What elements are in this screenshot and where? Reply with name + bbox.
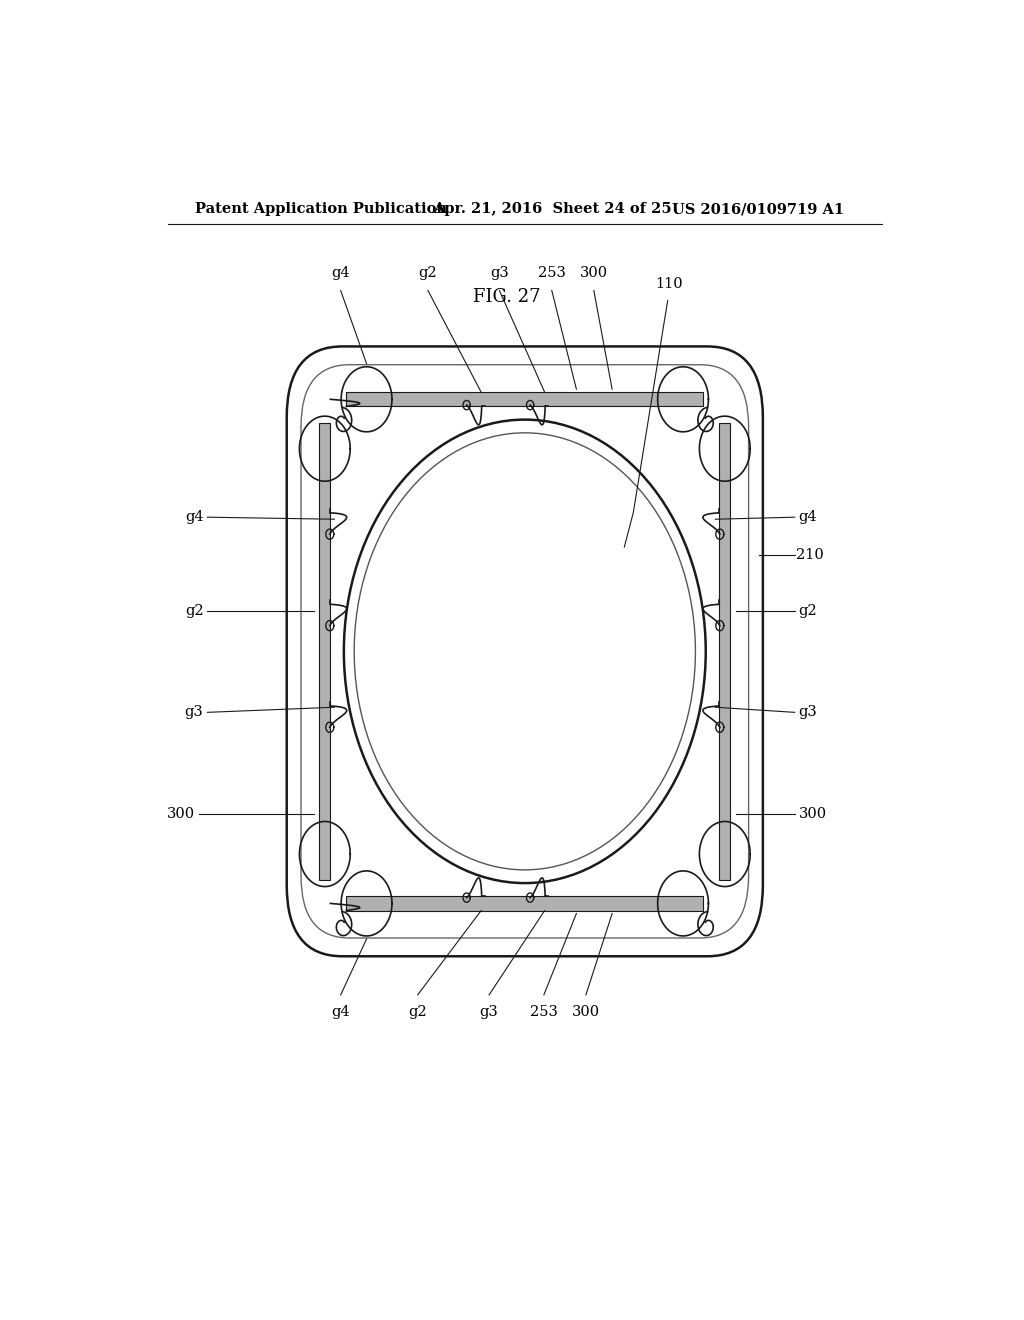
Text: g3: g3: [490, 267, 509, 280]
Bar: [346, 896, 703, 911]
Bar: [719, 422, 730, 880]
Text: g2: g2: [184, 603, 204, 618]
Text: US 2016/0109719 A1: US 2016/0109719 A1: [672, 202, 844, 216]
Text: FIG. 27: FIG. 27: [473, 289, 541, 306]
Text: 300: 300: [571, 1005, 600, 1019]
Text: g4: g4: [332, 267, 350, 280]
Text: 300: 300: [580, 267, 608, 280]
Text: g2: g2: [409, 1005, 427, 1019]
Text: g4: g4: [184, 511, 204, 524]
Text: g3: g3: [184, 705, 204, 719]
Text: g4: g4: [332, 1005, 350, 1019]
Text: 210: 210: [797, 548, 824, 562]
Text: 300: 300: [799, 807, 826, 821]
Text: 300: 300: [167, 807, 196, 821]
Text: 253: 253: [538, 267, 565, 280]
Text: g3: g3: [479, 1005, 499, 1019]
Text: Apr. 21, 2016  Sheet 24 of 25: Apr. 21, 2016 Sheet 24 of 25: [433, 202, 672, 216]
Text: g2: g2: [419, 267, 437, 280]
Bar: [319, 422, 331, 880]
Text: g4: g4: [799, 511, 817, 524]
Text: g3: g3: [799, 705, 817, 719]
Bar: [346, 392, 703, 407]
Text: 110: 110: [655, 276, 683, 290]
Text: g2: g2: [799, 603, 817, 618]
Text: Patent Application Publication: Patent Application Publication: [196, 202, 447, 216]
Text: 253: 253: [529, 1005, 558, 1019]
